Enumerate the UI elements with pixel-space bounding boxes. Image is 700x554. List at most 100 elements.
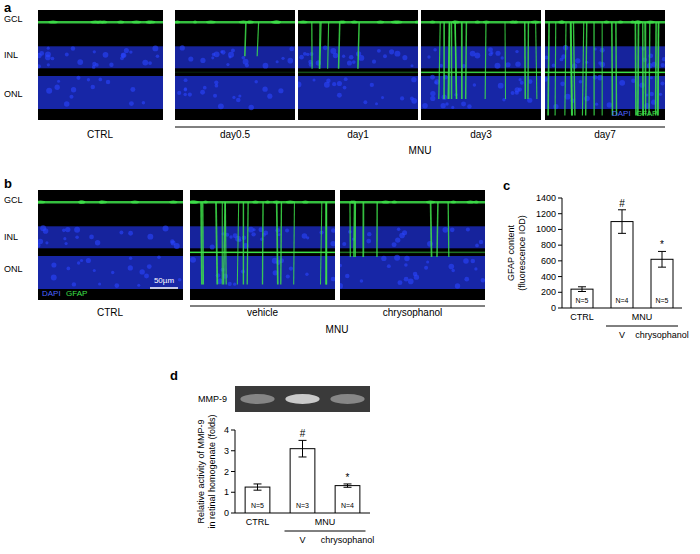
nucleus xyxy=(441,103,446,108)
nucleus xyxy=(57,80,60,83)
x-tick-label: CTRL xyxy=(246,517,270,527)
gfap-blob xyxy=(99,201,105,204)
nucleus xyxy=(313,78,316,81)
group-label: day3 xyxy=(470,129,492,140)
onl-band xyxy=(175,76,295,109)
nucleus xyxy=(106,80,110,84)
gfap-blob xyxy=(351,21,358,24)
y-tick xyxy=(231,471,235,472)
y-tick-label: 1000 xyxy=(536,224,556,234)
opl-gfap xyxy=(545,72,665,74)
significance-mark: * xyxy=(660,239,664,250)
muller-streak xyxy=(645,22,646,116)
micrograph-content xyxy=(190,190,335,300)
nucleus xyxy=(51,275,57,281)
muller-streak xyxy=(611,22,613,116)
gfap-blob xyxy=(451,201,456,204)
image-background xyxy=(298,10,418,120)
nucleus xyxy=(200,90,205,95)
gfap-blob xyxy=(466,201,474,204)
gcl-gfap xyxy=(421,21,541,24)
nucleus xyxy=(387,264,391,268)
gfap-blob xyxy=(248,21,254,24)
nucleus xyxy=(501,56,504,59)
nucleus xyxy=(433,48,437,52)
gfap-blob xyxy=(392,201,398,204)
nucleus xyxy=(188,56,193,61)
gfap-blob xyxy=(145,21,151,24)
error-bar xyxy=(257,484,258,490)
significance-mark: * xyxy=(346,472,350,483)
gfap-blob xyxy=(558,21,564,24)
n-label: N=4 xyxy=(341,502,354,509)
nucleus xyxy=(498,83,504,89)
y-tick xyxy=(558,213,562,214)
y-tick-label: 4 xyxy=(224,425,229,435)
panel-label: d xyxy=(170,368,178,383)
muller-streak xyxy=(555,22,557,116)
nucleus xyxy=(495,63,501,69)
nucleus xyxy=(466,227,470,231)
micrograph-content xyxy=(298,10,418,120)
gfap-blob xyxy=(78,201,82,204)
muller-streak xyxy=(547,22,550,116)
nucleus xyxy=(383,54,387,58)
gcl-gfap xyxy=(38,21,163,24)
y-tick xyxy=(558,229,562,230)
nucleus xyxy=(65,242,68,245)
nucleus xyxy=(400,96,404,100)
muller-streak xyxy=(465,22,467,99)
gfap-blob xyxy=(175,21,180,24)
gfap-blob xyxy=(169,201,177,204)
muller-streak xyxy=(655,22,657,116)
nucleus xyxy=(47,47,50,50)
nucleus xyxy=(211,56,214,59)
group-line xyxy=(606,326,678,327)
gfap-blob xyxy=(382,201,390,204)
nucleus xyxy=(40,225,46,231)
nucleus xyxy=(660,81,664,85)
nucleus xyxy=(184,88,188,92)
image-background xyxy=(545,10,665,120)
micrograph-content xyxy=(340,190,485,300)
nucleus xyxy=(142,60,148,66)
x-tick-label: V xyxy=(619,330,625,340)
muller-streak xyxy=(430,202,433,257)
nucleus xyxy=(278,88,283,93)
onl-band xyxy=(38,256,183,289)
layer-label: GCL xyxy=(4,14,23,24)
nucleus xyxy=(229,56,232,59)
nucleus xyxy=(276,60,279,63)
nucleus xyxy=(515,61,520,66)
image-background xyxy=(38,10,163,120)
gfap-blob xyxy=(377,21,385,24)
nucleus xyxy=(337,93,342,98)
muller-streak xyxy=(657,22,659,116)
error-cap xyxy=(658,267,666,268)
nucleus xyxy=(299,55,304,60)
gfap-blob xyxy=(48,21,57,24)
nucleus xyxy=(65,52,69,56)
inl-band xyxy=(545,46,665,68)
nucleus xyxy=(45,241,48,244)
nucleus xyxy=(174,243,180,249)
panel-label: c xyxy=(503,178,510,193)
nucleus xyxy=(519,78,522,81)
micrograph xyxy=(36,190,183,300)
nucleus xyxy=(560,81,565,86)
nucleus xyxy=(103,52,109,58)
blot xyxy=(235,386,370,412)
nucleus xyxy=(367,232,371,236)
nucleus xyxy=(389,49,394,54)
bar-chart: 01234Relative activity of MMP-9in retina… xyxy=(196,414,374,545)
micrograph xyxy=(543,10,666,120)
nucleus xyxy=(71,87,76,92)
group-label: chrysophanol xyxy=(383,307,442,318)
nucleus xyxy=(152,45,158,51)
nucleus xyxy=(344,77,348,81)
gfap-blob xyxy=(299,21,308,24)
nucleus xyxy=(47,63,50,66)
group-label: CTRL xyxy=(87,129,114,140)
nucleus xyxy=(411,77,416,82)
nucleus xyxy=(129,101,134,106)
